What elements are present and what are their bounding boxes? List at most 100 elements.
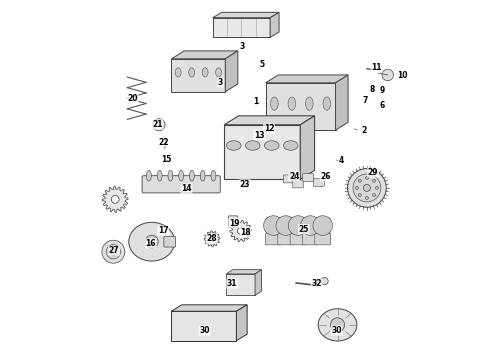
Text: 7: 7 <box>363 95 368 104</box>
Polygon shape <box>171 305 247 311</box>
Ellipse shape <box>175 68 181 77</box>
Text: 11: 11 <box>371 63 382 72</box>
FancyBboxPatch shape <box>315 234 331 245</box>
Circle shape <box>375 186 379 189</box>
FancyBboxPatch shape <box>283 175 294 183</box>
Text: 14: 14 <box>181 184 192 193</box>
Polygon shape <box>336 75 348 130</box>
Polygon shape <box>226 274 255 296</box>
Circle shape <box>313 216 333 235</box>
Text: 4: 4 <box>339 156 343 165</box>
Circle shape <box>372 179 376 182</box>
Circle shape <box>276 216 295 235</box>
Ellipse shape <box>189 68 195 77</box>
Text: 29: 29 <box>368 168 378 177</box>
Ellipse shape <box>200 170 205 181</box>
Polygon shape <box>213 12 279 18</box>
Text: 9: 9 <box>379 86 385 95</box>
Ellipse shape <box>226 141 241 150</box>
Text: 16: 16 <box>146 239 156 248</box>
FancyBboxPatch shape <box>314 179 324 186</box>
Polygon shape <box>266 83 336 130</box>
Text: 25: 25 <box>298 225 309 234</box>
Text: 12: 12 <box>264 124 274 133</box>
Circle shape <box>382 69 393 81</box>
Circle shape <box>358 193 361 197</box>
Circle shape <box>355 186 358 189</box>
Circle shape <box>364 184 370 192</box>
Polygon shape <box>224 125 300 179</box>
Polygon shape <box>172 59 225 92</box>
Circle shape <box>111 195 119 203</box>
Polygon shape <box>226 270 262 274</box>
Ellipse shape <box>211 170 216 181</box>
Ellipse shape <box>157 170 162 181</box>
Polygon shape <box>171 311 236 341</box>
Polygon shape <box>172 51 238 59</box>
Circle shape <box>146 235 158 248</box>
FancyBboxPatch shape <box>278 234 294 245</box>
Text: 22: 22 <box>159 138 169 147</box>
Text: 19: 19 <box>229 219 240 228</box>
Circle shape <box>366 176 368 179</box>
Text: 30: 30 <box>199 326 210 335</box>
Text: 1: 1 <box>253 97 258 106</box>
Circle shape <box>321 278 328 285</box>
FancyBboxPatch shape <box>293 180 303 188</box>
Ellipse shape <box>202 68 208 77</box>
Ellipse shape <box>168 170 173 181</box>
Text: 17: 17 <box>158 226 169 235</box>
Polygon shape <box>255 270 262 296</box>
FancyBboxPatch shape <box>303 174 314 181</box>
Ellipse shape <box>323 97 331 110</box>
FancyBboxPatch shape <box>302 234 318 245</box>
FancyBboxPatch shape <box>228 216 238 227</box>
Text: 6: 6 <box>380 101 385 110</box>
Polygon shape <box>266 75 348 83</box>
FancyBboxPatch shape <box>266 234 281 245</box>
Text: 23: 23 <box>240 180 250 189</box>
Text: 3: 3 <box>240 42 245 51</box>
Text: 30: 30 <box>331 326 342 335</box>
Ellipse shape <box>129 222 175 261</box>
Ellipse shape <box>318 309 357 341</box>
Circle shape <box>330 318 344 332</box>
Text: 32: 32 <box>312 279 322 288</box>
FancyBboxPatch shape <box>142 176 220 193</box>
Text: 20: 20 <box>127 94 138 103</box>
FancyBboxPatch shape <box>164 236 175 247</box>
Ellipse shape <box>245 141 260 150</box>
Circle shape <box>106 244 121 259</box>
Circle shape <box>366 197 368 199</box>
Text: 21: 21 <box>152 120 163 129</box>
Polygon shape <box>270 12 279 37</box>
Text: 3: 3 <box>218 78 223 87</box>
Circle shape <box>353 174 381 202</box>
Circle shape <box>264 216 283 235</box>
Text: 8: 8 <box>369 85 375 94</box>
Circle shape <box>153 119 165 131</box>
Text: 5: 5 <box>259 60 265 69</box>
FancyBboxPatch shape <box>266 218 330 233</box>
Ellipse shape <box>283 141 298 150</box>
Ellipse shape <box>288 97 295 110</box>
Circle shape <box>300 216 320 235</box>
Ellipse shape <box>216 68 221 77</box>
Text: 10: 10 <box>397 71 407 80</box>
Polygon shape <box>236 305 247 341</box>
Text: 13: 13 <box>254 131 265 140</box>
Circle shape <box>102 240 125 263</box>
Ellipse shape <box>265 141 279 150</box>
Text: 18: 18 <box>241 228 251 237</box>
Ellipse shape <box>270 97 278 110</box>
Polygon shape <box>204 231 220 247</box>
Polygon shape <box>213 18 270 37</box>
Polygon shape <box>225 51 238 92</box>
Circle shape <box>110 248 117 255</box>
Ellipse shape <box>306 97 313 110</box>
FancyBboxPatch shape <box>290 234 306 245</box>
Circle shape <box>288 216 308 235</box>
Polygon shape <box>230 220 251 242</box>
Polygon shape <box>102 186 128 212</box>
Ellipse shape <box>179 170 184 181</box>
